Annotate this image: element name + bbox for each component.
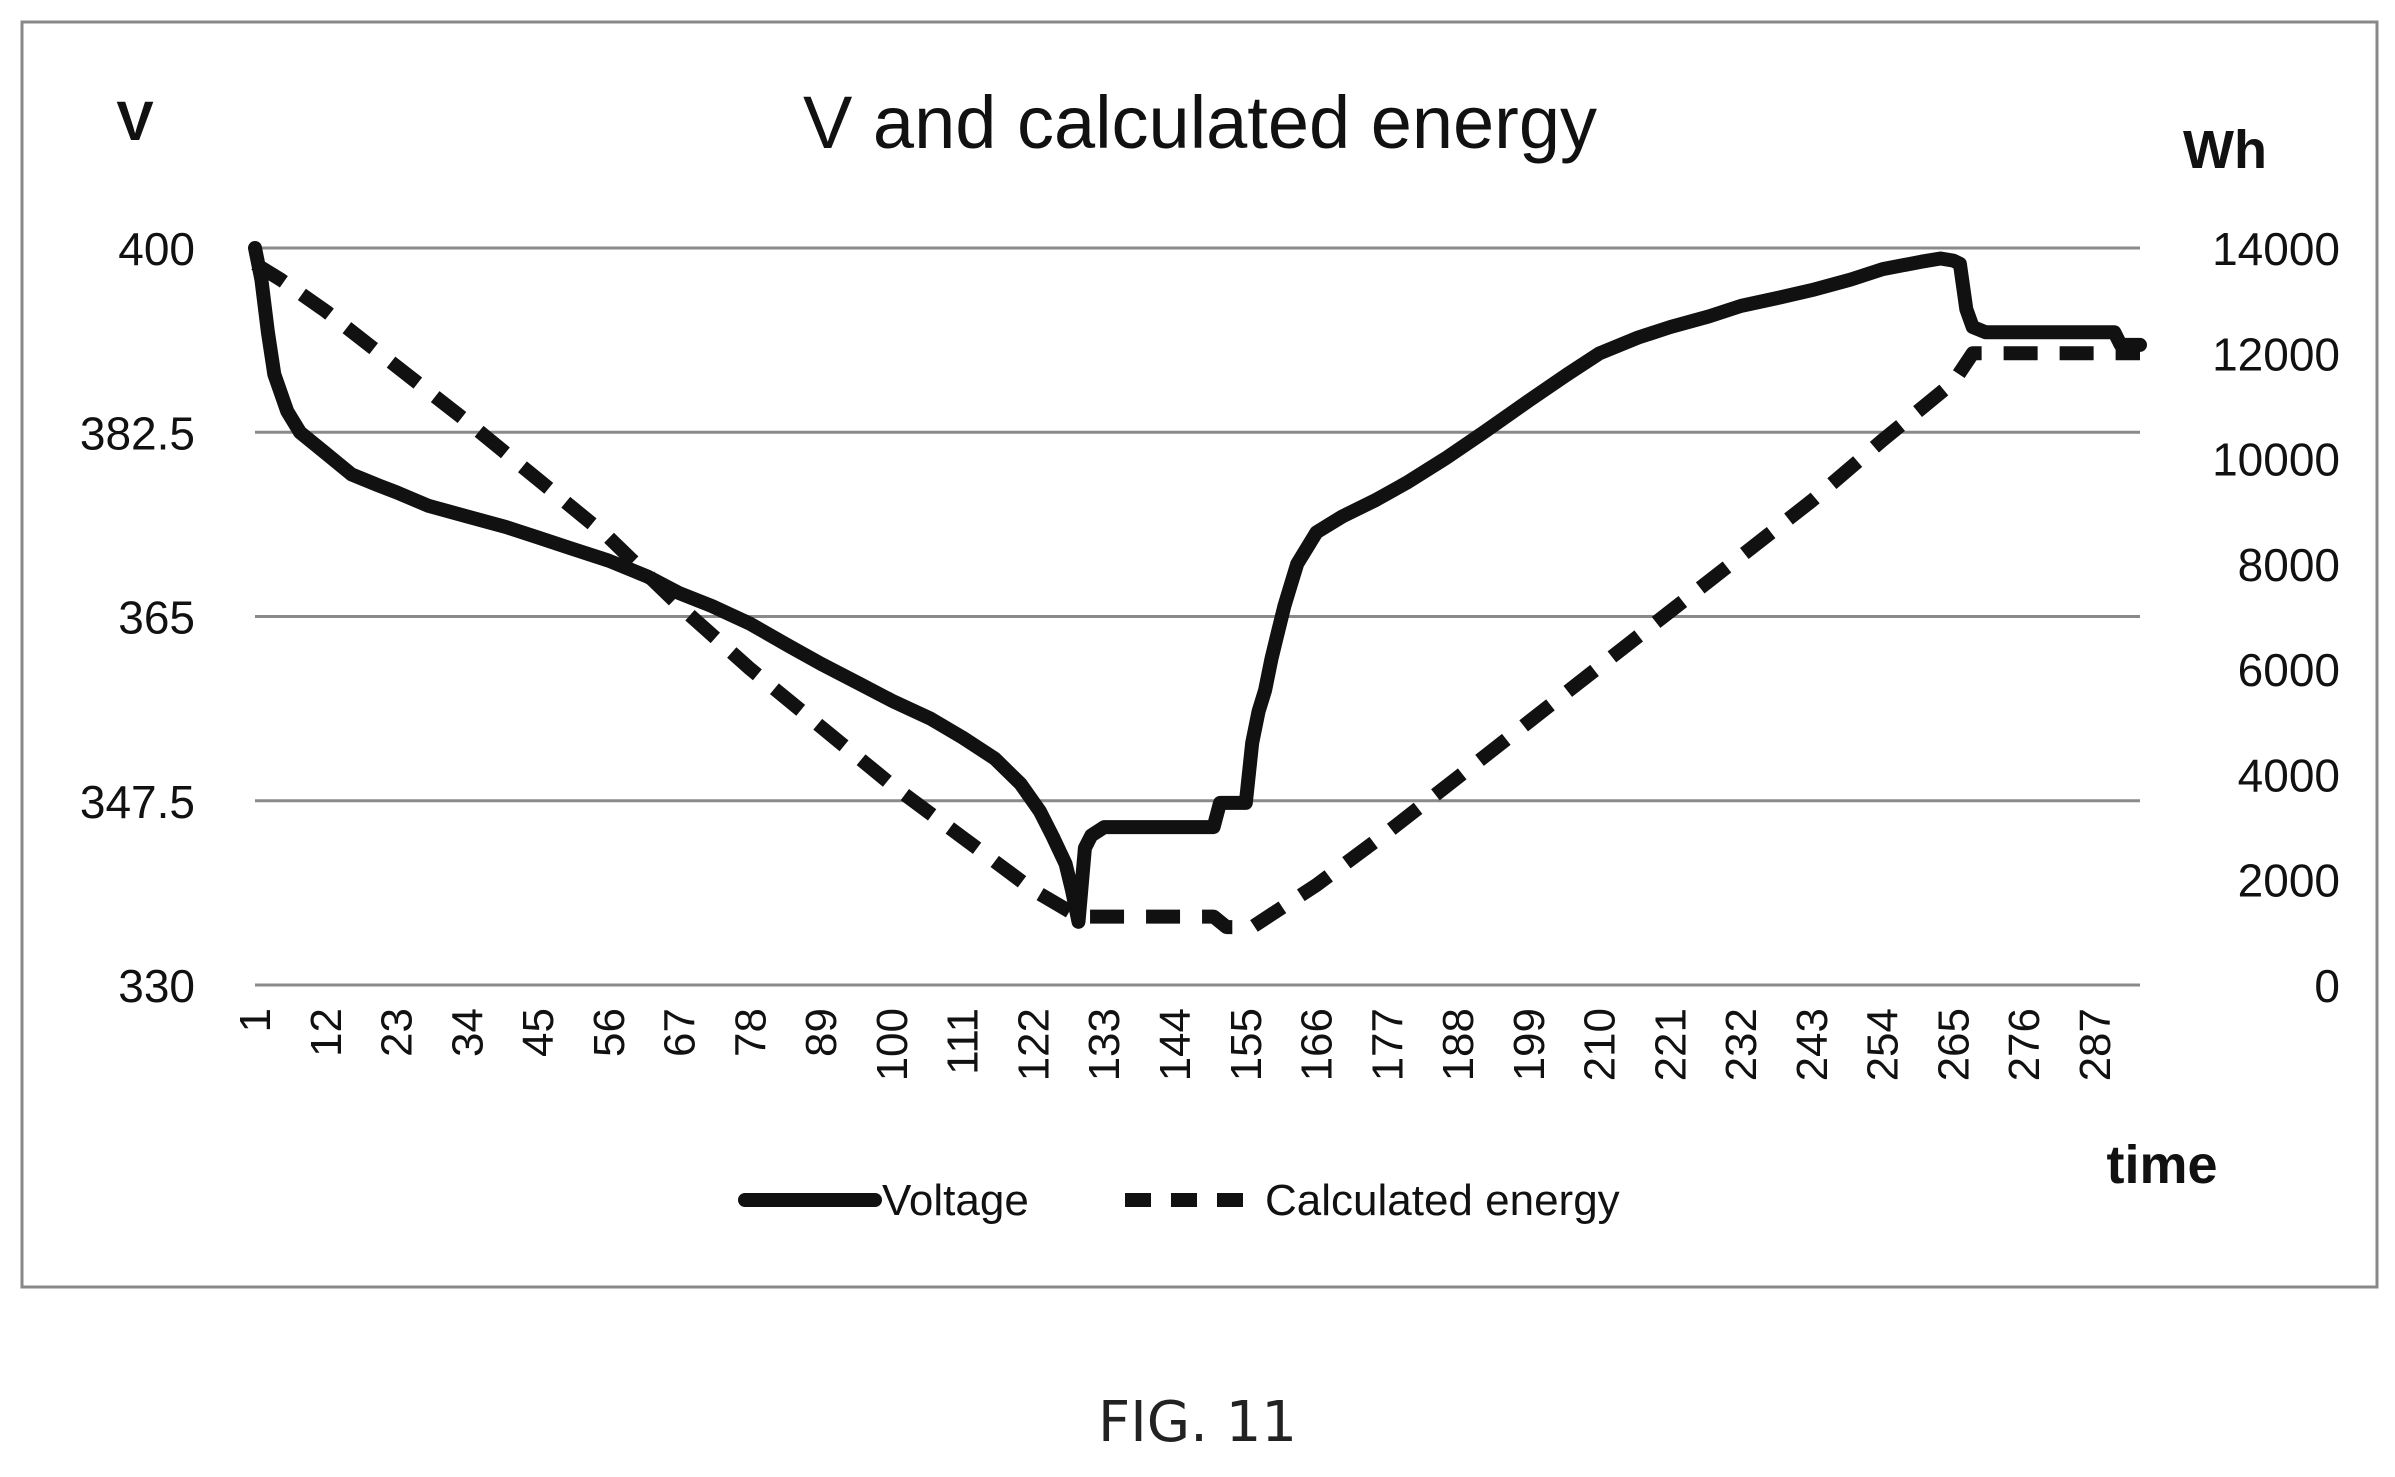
x-tick-label: 1: [231, 1008, 280, 1032]
series-line-voltage: [248, 241, 2147, 929]
x-axis-label: time: [2106, 1135, 2217, 1195]
x-tick-label: 111: [939, 1008, 988, 1075]
y-axis-left-ticks: 400 382.5 365 347.5 330: [80, 223, 195, 1012]
x-tick-label: 254: [1859, 1008, 1908, 1081]
x-tick-label: 210: [1576, 1008, 1625, 1081]
x-tick-label: 188: [1434, 1008, 1483, 1081]
x-tick-label: 177: [1363, 1008, 1412, 1081]
x-tick-label: 166: [1293, 1008, 1342, 1081]
legend-label-calculated-energy: Calculated energy: [1265, 1176, 1620, 1225]
y-right-tick-label: 10000: [2212, 434, 2340, 486]
y-right-tick-label: 12000: [2212, 328, 2340, 380]
legend: Voltage Calculated energy: [738, 1176, 1620, 1225]
x-tick-label: 144: [1151, 1008, 1200, 1081]
y-right-tick-label: 8000: [2238, 539, 2340, 591]
legend-item-voltage: Voltage: [738, 1176, 1029, 1225]
figure-caption: FIG. 11: [1098, 1390, 1297, 1455]
x-tick-label: 287: [2071, 1008, 2120, 1081]
gridlines: [255, 246, 2140, 987]
x-tick-label: 276: [2000, 1008, 2049, 1081]
y-axis-left-label: V: [116, 89, 153, 152]
x-tick-label: 23: [373, 1008, 422, 1057]
y-axis-right-ticks: 14000 12000 10000 8000 6000 4000 2000 0: [2212, 223, 2340, 1012]
y-left-tick-label: 347.5: [80, 776, 195, 828]
y-right-tick-label: 4000: [2238, 749, 2340, 801]
y-axis-right-label: Wh: [2183, 120, 2267, 180]
y-right-tick-label: 0: [2314, 960, 2340, 1012]
chart-frame: [20, 20, 2379, 1289]
x-tick-label: 78: [726, 1008, 775, 1057]
x-tick-label: 133: [1080, 1008, 1129, 1081]
y-right-tick-label: 6000: [2238, 644, 2340, 696]
y-left-tick-label: 400: [118, 223, 195, 275]
x-tick-label: 155: [1222, 1008, 1271, 1081]
x-tick-label: 199: [1505, 1008, 1554, 1081]
x-tick-label: 89: [797, 1008, 846, 1057]
x-tick-label: 100: [868, 1008, 917, 1081]
x-tick-label: 265: [1929, 1008, 1978, 1081]
legend-item-calculated-energy: Calculated energy: [1125, 1176, 1620, 1225]
x-tick-label: 243: [1788, 1008, 1837, 1081]
x-tick-label: 122: [1009, 1008, 1058, 1081]
y-left-tick-label: 365: [118, 592, 195, 644]
y-left-tick-label: 330: [118, 960, 195, 1012]
y-right-tick-label: 14000: [2212, 223, 2340, 275]
legend-label-voltage: Voltage: [882, 1176, 1029, 1225]
x-tick-label: 12: [302, 1008, 351, 1057]
y-right-tick-label: 2000: [2238, 855, 2340, 907]
x-tick-label: 34: [443, 1008, 492, 1057]
x-tick-label: 232: [1717, 1008, 1766, 1081]
y-left-tick-label: 382.5: [80, 407, 195, 459]
x-tick-label: 56: [585, 1008, 634, 1057]
x-tick-label: 221: [1646, 1008, 1695, 1081]
series-line-calculated-energy: [251, 257, 2140, 935]
x-tick-label: 45: [514, 1008, 563, 1057]
x-tick-label: 67: [656, 1008, 705, 1057]
series-lines: [248, 241, 2147, 935]
x-axis-ticks: 1 12 23 34 45 56 67 78 89 100 111 122 133 144 155 166 17…: [231, 1008, 2120, 1081]
chart-title: V and calculated energy: [803, 81, 1597, 164]
